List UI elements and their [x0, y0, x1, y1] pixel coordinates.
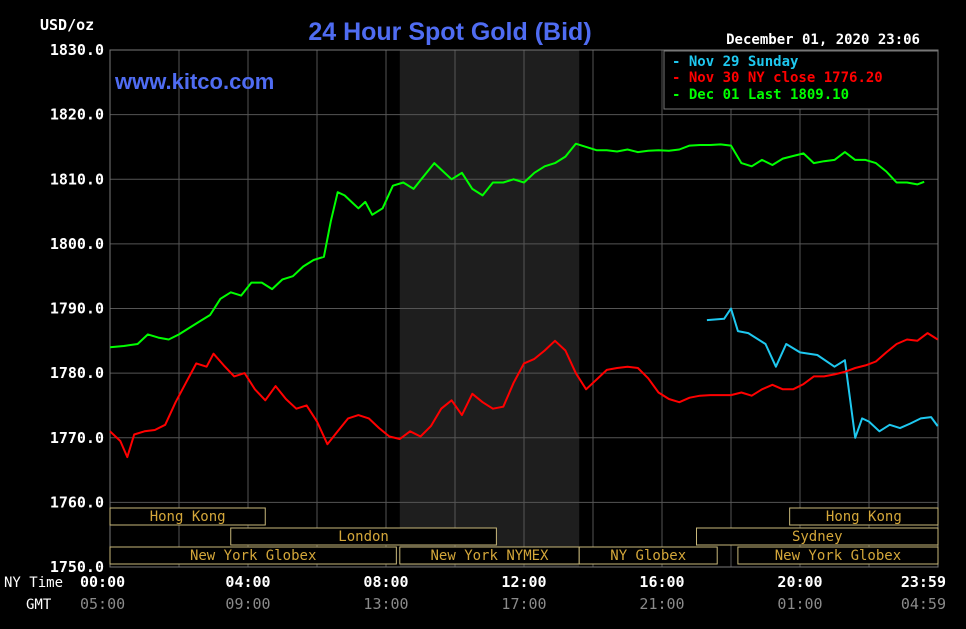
session-band [789, 507, 939, 526]
x-tick-label-ny: 23:59 [901, 573, 946, 591]
x-tick-label-gmt: 05:00 [80, 595, 125, 613]
ny-time-label: NY Time [4, 575, 63, 591]
y-tick-label: 1780.0 [50, 364, 104, 382]
gmt-label: GMT [26, 597, 52, 613]
session-band [109, 546, 397, 565]
legend-space [815, 70, 823, 86]
legend: - Nov 29 Sunday - Nov 30 NY close 1776.2… [663, 50, 939, 110]
legend-dash: - [672, 54, 689, 70]
legend-space [782, 87, 790, 103]
source-watermark: www.kitco.com [114, 69, 274, 94]
legend-entry-nov30: - Nov 30 NY close 1776.20 [672, 70, 883, 86]
legend-value: 1776.20 [824, 70, 883, 86]
x-tick-label-ny: 00:00 [80, 573, 125, 591]
x-tick-label-gmt: 13:00 [363, 595, 408, 613]
y-tick-label: 1770.0 [50, 429, 104, 447]
legend-entry-dec01: - Dec 01 Last 1809.10 [672, 87, 849, 103]
x-tick-label-ny: 08:00 [363, 573, 408, 591]
chart-title: 24 Hour Spot Gold (Bid) [308, 18, 591, 46]
series-line [706, 307, 939, 439]
series-line [109, 332, 939, 459]
session-band [230, 527, 497, 546]
legend-label: Nov 30 NY close [689, 70, 815, 86]
y-tick-label: 1760.0 [50, 493, 104, 511]
session-band-label: London [338, 529, 389, 545]
legend-dash: - [672, 87, 689, 103]
session-band [109, 507, 266, 526]
timestamp: December 01, 2020 23:06 [726, 32, 920, 48]
session-band-label: New York Globex [190, 548, 316, 564]
session-bands: Hong Kong Hong Kong London Sydney New York G… [109, 507, 939, 565]
x-tick-label-ny: 04:00 [225, 573, 270, 591]
y-tick-label: 1790.0 [50, 300, 104, 318]
y-tick-label: 1830.0 [50, 41, 104, 59]
y-axis-unit: USD/oz [40, 16, 94, 34]
series-lines [109, 142, 939, 459]
y-axis-ticks: 1830.0 1820.0 1810.0 1800.0 1790.0 1780.0 1770… [50, 41, 104, 576]
session-band-label: NY Globex [610, 548, 686, 564]
x-tick-label-gmt: 17:00 [501, 595, 546, 613]
session-band-label: New York NYMEX [430, 548, 549, 564]
grid-lines [110, 50, 938, 567]
session-band [737, 546, 939, 565]
plot-frame [109, 49, 939, 568]
x-tick-label-ny: 20:00 [777, 573, 822, 591]
x-tick-label-ny: 12:00 [501, 573, 546, 591]
x-tick-label-gmt: 21:00 [639, 595, 684, 613]
x-tick-label-ny: 16:00 [639, 573, 684, 591]
legend-dash: - [672, 70, 689, 86]
session-band-label: Hong Kong [826, 509, 902, 525]
session-band-label: Hong Kong [150, 509, 226, 525]
session-band [696, 527, 939, 546]
x-tick-label-gmt: 09:00 [225, 595, 270, 613]
y-tick-label: 1810.0 [50, 170, 104, 188]
legend-value: 1809.10 [790, 87, 849, 103]
series-line [109, 142, 925, 349]
x-tick-label-gmt: 01:00 [777, 595, 822, 613]
session-band-label: New York Globex [775, 548, 901, 564]
session-band [578, 546, 718, 565]
y-tick-label: 1800.0 [50, 235, 104, 253]
legend-box [663, 50, 939, 110]
y-tick-label: 1750.0 [50, 558, 104, 576]
session-band-label: Sydney [792, 529, 843, 545]
legend-entry-nov29: - Nov 29 Sunday [672, 54, 799, 70]
legend-label: Dec 01 Last [689, 87, 782, 103]
x-axis-ticks: 00:00 04:00 08:00 12:00 16:00 20:00 23:59 05:00… [80, 573, 946, 613]
legend-label: Nov 29 Sunday [689, 54, 799, 70]
y-tick-label: 1820.0 [50, 106, 104, 124]
x-tick-label-gmt: 04:59 [901, 595, 946, 613]
